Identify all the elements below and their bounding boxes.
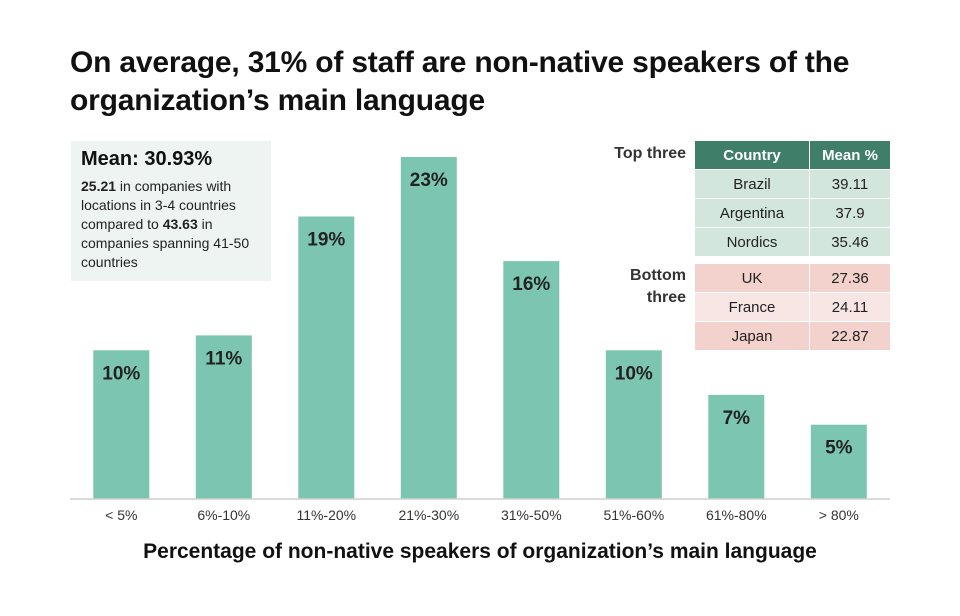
bar-4 [503, 261, 560, 499]
country-cell: Brazil [694, 169, 810, 199]
bar-value-label: 10% [615, 363, 653, 384]
mean-description: 25.21 in companies with locations in 3-4… [81, 177, 261, 272]
bars-group: 10% 11% 19% 23% 16% 10% 7% 5% [93, 157, 867, 499]
bar-value-label: 19% [307, 230, 345, 251]
mean-cell: 22.87 [809, 321, 891, 351]
top-three-label: Top three [614, 145, 686, 162]
mean-cell: 39.11 [809, 169, 891, 199]
x-tick-label: 11%-20% [296, 507, 356, 523]
mean-cell: 27.36 [809, 263, 891, 293]
x-tick-labels: < 5% 6%-10% 11%-20% 21%-30% 31%-50% 51%-60% 61… [105, 507, 859, 523]
mean-text-part-2: in companies spanning 41-50 countries [81, 216, 250, 270]
table-row: Argentina 37.9 [694, 198, 891, 228]
x-tick-label: 31%-50% [501, 507, 562, 523]
country-cell: Argentina [694, 198, 810, 228]
x-tick-label: 6%-10% [197, 507, 250, 523]
bar-value-label: 16% [512, 274, 550, 295]
table-row: Japan 22.87 [694, 321, 891, 351]
table-row: France 24.11 [694, 292, 891, 322]
country-cell: Japan [694, 321, 810, 351]
x-tick-label: > 80% [819, 507, 859, 523]
mean-text-part-1: in companies with locations in 3-4 count… [81, 178, 236, 232]
country-cell: Nordics [694, 227, 810, 257]
bar-0 [93, 350, 150, 499]
table-row: Nordics 35.46 [694, 227, 891, 257]
header-country: Country [694, 140, 810, 170]
country-cell: UK [694, 263, 810, 293]
table-row: Brazil 39.11 [694, 169, 891, 199]
bar-value-label: 7% [723, 408, 751, 429]
mean-value-high: 43.63 [162, 216, 198, 232]
bar-2 [298, 216, 355, 499]
bar-1 [195, 335, 252, 499]
mean-value-low: 25.21 [81, 178, 117, 194]
mean-cell: 37.9 [809, 198, 891, 228]
bar-5 [605, 350, 662, 499]
table-row: UK 27.36 [694, 263, 891, 293]
x-tick-label: < 5% [105, 507, 137, 523]
x-tick-label: 21%-30% [398, 507, 459, 523]
mean-cell: 35.46 [809, 227, 891, 257]
bottom-three-table: UK 27.36 France 24.11 Japan 22.87 [694, 263, 891, 351]
bar-7 [810, 424, 867, 499]
bar-value-label: 10% [102, 363, 140, 384]
chart-title: On average, 31% of staff are non-native … [70, 46, 850, 117]
mean-title: Mean: 30.93% [81, 148, 213, 170]
bar-value-label: 23% [410, 170, 448, 191]
country-cell: France [694, 292, 810, 322]
bar-3 [400, 157, 457, 499]
x-tick-label: 51%-60% [603, 507, 664, 523]
bar-6 [708, 394, 765, 499]
top-three-table: Country Mean % Brazil 39.11 Argentina 37… [694, 140, 891, 257]
x-axis-title: Percentage of non-native speakers of org… [143, 540, 817, 563]
bar-value-label: 5% [825, 438, 853, 459]
mean-cell: 24.11 [809, 292, 891, 322]
bottom-three-label: Bottom three [630, 267, 686, 306]
bar-value-label: 11% [205, 348, 242, 369]
header-mean: Mean % [809, 140, 891, 170]
x-tick-label: 61%-80% [706, 507, 767, 523]
mean-callout: Mean: 30.93% 25.21 in companies with loc… [71, 141, 271, 281]
